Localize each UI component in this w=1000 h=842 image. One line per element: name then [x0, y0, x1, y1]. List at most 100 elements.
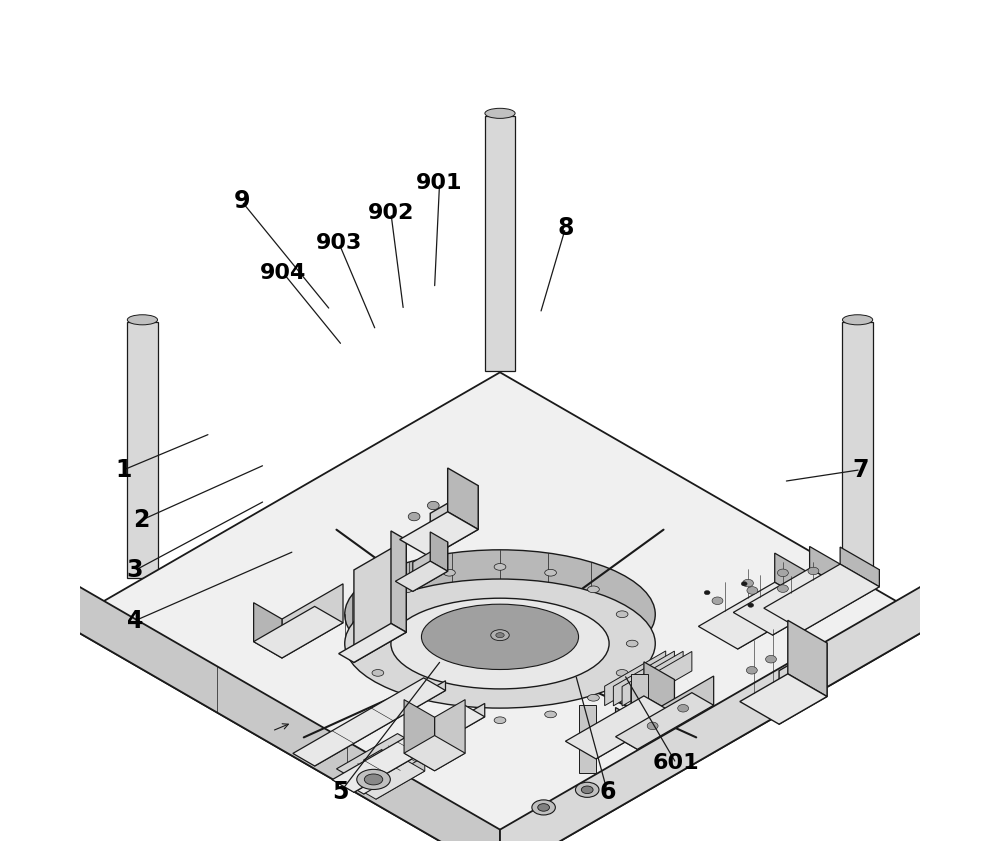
- Polygon shape: [579, 705, 596, 773]
- Ellipse shape: [704, 590, 710, 594]
- Polygon shape: [282, 584, 343, 658]
- Ellipse shape: [372, 610, 384, 617]
- Ellipse shape: [494, 717, 506, 723]
- Text: 901: 901: [416, 173, 463, 193]
- Polygon shape: [740, 674, 827, 724]
- Polygon shape: [64, 372, 936, 842]
- Polygon shape: [485, 529, 515, 784]
- Ellipse shape: [345, 550, 655, 679]
- Polygon shape: [733, 568, 849, 635]
- Polygon shape: [339, 623, 406, 663]
- Ellipse shape: [357, 770, 390, 790]
- Ellipse shape: [626, 640, 638, 647]
- Ellipse shape: [712, 597, 723, 605]
- Polygon shape: [500, 578, 936, 842]
- Text: 601: 601: [653, 754, 700, 774]
- Polygon shape: [435, 700, 465, 770]
- Ellipse shape: [575, 782, 599, 797]
- Polygon shape: [605, 651, 666, 706]
- Text: 5: 5: [332, 780, 349, 804]
- Polygon shape: [637, 676, 714, 749]
- Polygon shape: [631, 674, 648, 743]
- Text: 6: 6: [599, 780, 616, 804]
- Ellipse shape: [127, 315, 158, 325]
- Polygon shape: [842, 322, 873, 578]
- Ellipse shape: [485, 109, 515, 119]
- Ellipse shape: [647, 722, 658, 730]
- Text: 1: 1: [116, 458, 132, 482]
- Ellipse shape: [777, 585, 788, 593]
- Ellipse shape: [496, 632, 504, 637]
- Ellipse shape: [766, 655, 776, 663]
- Text: 9: 9: [233, 189, 250, 213]
- Ellipse shape: [401, 586, 412, 593]
- Polygon shape: [448, 468, 478, 530]
- Polygon shape: [404, 700, 435, 770]
- Polygon shape: [336, 733, 437, 791]
- Ellipse shape: [842, 315, 873, 325]
- Polygon shape: [413, 542, 448, 591]
- Ellipse shape: [421, 605, 579, 669]
- Ellipse shape: [345, 579, 655, 708]
- Polygon shape: [430, 486, 478, 557]
- Polygon shape: [788, 621, 827, 696]
- Ellipse shape: [808, 568, 819, 575]
- Polygon shape: [779, 643, 827, 724]
- Ellipse shape: [748, 603, 754, 607]
- Ellipse shape: [485, 521, 515, 531]
- Ellipse shape: [391, 598, 609, 689]
- Ellipse shape: [444, 711, 455, 717]
- Ellipse shape: [444, 569, 455, 576]
- Ellipse shape: [545, 711, 556, 717]
- Ellipse shape: [408, 513, 420, 521]
- Polygon shape: [254, 603, 282, 658]
- Polygon shape: [622, 651, 683, 706]
- Polygon shape: [430, 532, 448, 571]
- Polygon shape: [631, 652, 692, 706]
- Polygon shape: [644, 662, 674, 713]
- Polygon shape: [293, 678, 445, 766]
- Polygon shape: [775, 553, 814, 605]
- Ellipse shape: [427, 501, 439, 509]
- Text: 7: 7: [853, 458, 869, 482]
- Polygon shape: [64, 578, 500, 842]
- Polygon shape: [565, 696, 674, 759]
- Text: 902: 902: [368, 203, 414, 223]
- Text: 3: 3: [127, 558, 143, 583]
- Polygon shape: [840, 547, 879, 587]
- Ellipse shape: [678, 705, 689, 712]
- Polygon shape: [738, 576, 814, 649]
- Ellipse shape: [616, 610, 628, 617]
- Polygon shape: [773, 569, 849, 635]
- Ellipse shape: [401, 695, 412, 701]
- Ellipse shape: [588, 695, 599, 701]
- Polygon shape: [127, 322, 158, 578]
- Polygon shape: [254, 606, 343, 658]
- Ellipse shape: [741, 582, 747, 586]
- Ellipse shape: [538, 803, 549, 811]
- Text: 4: 4: [127, 609, 143, 632]
- Polygon shape: [354, 703, 485, 792]
- Ellipse shape: [532, 800, 555, 815]
- Polygon shape: [364, 749, 382, 794]
- Polygon shape: [616, 707, 637, 749]
- Polygon shape: [376, 756, 425, 799]
- Ellipse shape: [372, 669, 384, 676]
- Ellipse shape: [581, 786, 593, 793]
- Polygon shape: [698, 583, 814, 649]
- Text: 2: 2: [133, 508, 150, 532]
- Polygon shape: [404, 736, 465, 770]
- Ellipse shape: [616, 669, 628, 676]
- Ellipse shape: [545, 569, 556, 576]
- Polygon shape: [803, 570, 879, 631]
- Polygon shape: [810, 546, 849, 591]
- Ellipse shape: [747, 587, 758, 594]
- Text: 8: 8: [557, 216, 574, 240]
- Polygon shape: [596, 679, 674, 759]
- Polygon shape: [616, 693, 714, 749]
- Polygon shape: [391, 531, 406, 632]
- Text: 903: 903: [316, 233, 362, 253]
- Polygon shape: [764, 564, 879, 631]
- Ellipse shape: [494, 563, 506, 570]
- Ellipse shape: [746, 667, 757, 674]
